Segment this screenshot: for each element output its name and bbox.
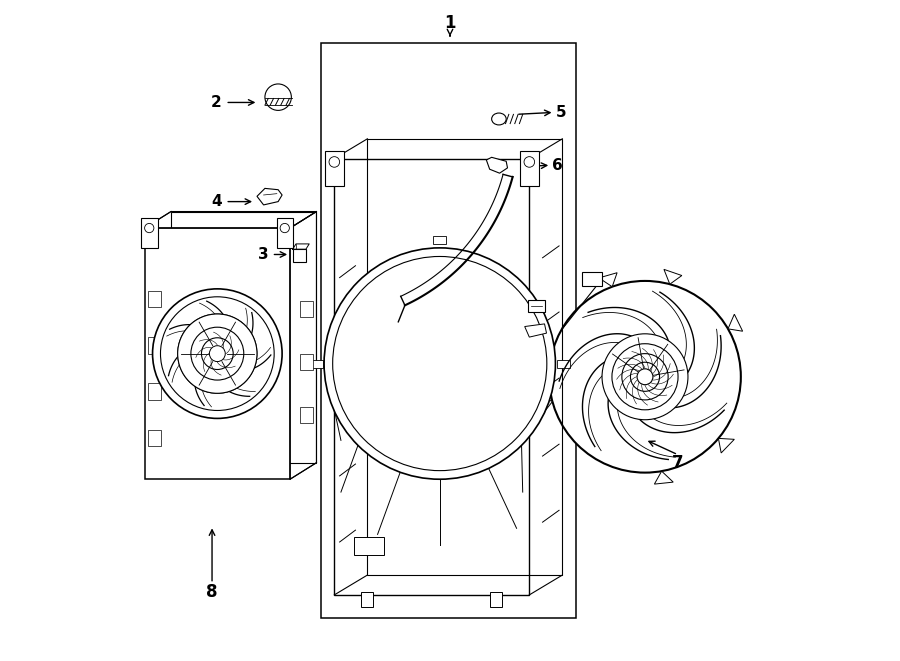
Bar [145,228,290,479]
Bar [557,360,570,368]
Circle shape [210,346,225,362]
Circle shape [202,338,233,369]
Bar [334,159,529,595]
Polygon shape [598,273,617,287]
Circle shape [602,334,688,420]
FancyBboxPatch shape [325,151,344,186]
Bar [141,218,158,248]
Bar [292,249,306,262]
Text: 6: 6 [553,158,563,173]
Bar [433,236,446,244]
Circle shape [631,362,660,391]
Polygon shape [525,324,546,337]
Text: 5: 5 [556,105,566,120]
Circle shape [177,314,257,393]
Bar [490,592,501,607]
Bar [361,592,373,607]
Bar [300,407,313,423]
Circle shape [177,314,257,393]
Polygon shape [728,314,742,331]
Circle shape [524,157,535,167]
Bar [300,301,313,317]
Polygon shape [257,188,282,205]
FancyBboxPatch shape [520,151,539,186]
Text: 2: 2 [212,95,222,110]
Circle shape [265,84,292,110]
Circle shape [329,157,339,167]
Bar [528,300,544,312]
Bar [148,291,161,307]
Circle shape [612,344,678,410]
Bar [367,139,562,575]
Polygon shape [539,395,553,414]
Polygon shape [718,438,734,453]
Text: 4: 4 [212,194,222,209]
Bar [582,272,602,286]
Circle shape [637,369,652,385]
Polygon shape [664,270,682,284]
Polygon shape [486,157,508,173]
Circle shape [622,354,668,400]
Text: 7: 7 [672,453,684,472]
Bar [148,337,161,354]
Bar [277,218,293,248]
Bar [171,212,317,463]
Bar [321,43,576,618]
Bar [355,537,384,555]
Text: 3: 3 [257,247,268,262]
Bar [148,430,161,446]
Circle shape [333,256,547,471]
Circle shape [280,223,290,233]
Ellipse shape [491,113,506,125]
Circle shape [324,248,555,479]
Text: 8: 8 [206,582,218,601]
Circle shape [160,297,274,410]
Text: 1: 1 [445,14,455,32]
Bar [310,360,323,368]
Bar [148,383,161,400]
Circle shape [152,289,282,418]
Bar [300,354,313,370]
Circle shape [549,281,741,473]
Circle shape [191,327,244,380]
Polygon shape [654,471,673,484]
Circle shape [145,223,154,233]
